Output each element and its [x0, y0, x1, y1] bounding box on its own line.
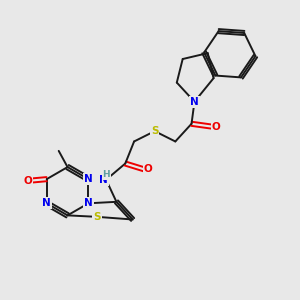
Text: O: O	[144, 164, 152, 174]
Text: S: S	[93, 212, 101, 222]
Text: N: N	[99, 175, 108, 185]
Text: N: N	[84, 198, 93, 208]
Text: N: N	[84, 174, 93, 184]
Text: S: S	[151, 126, 158, 136]
Text: O: O	[212, 122, 220, 132]
Text: O: O	[24, 176, 32, 186]
Text: N: N	[190, 97, 199, 107]
Text: H: H	[102, 170, 110, 179]
Text: N: N	[42, 198, 51, 208]
